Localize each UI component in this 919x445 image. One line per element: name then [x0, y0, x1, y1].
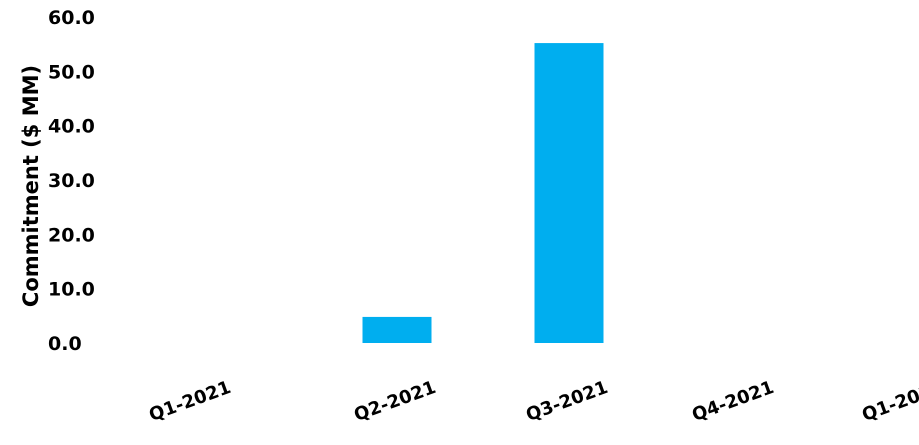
y-tick-label: 10.0: [48, 279, 95, 301]
x-axis-ticks: Q1-2021 Q2-2021 Q3-2021 Q4-2021 Q1-2022: [146, 377, 919, 426]
x-tick-label: Q1-2022: [859, 377, 919, 426]
y-tick-label: 50.0: [48, 61, 95, 83]
x-tick-label: Q3-2021: [523, 377, 610, 426]
x-tick-label: Q4-2021: [689, 377, 776, 426]
y-tick-label: 40.0: [48, 116, 95, 138]
bar-q2-2021: [362, 316, 432, 343]
bars: [362, 43, 604, 344]
y-tick-label: 60.0: [48, 7, 95, 29]
x-tick-label: Q1-2021: [146, 377, 233, 426]
y-axis-label: Commitment ($ MM): [19, 65, 43, 307]
y-tick-label: 0.0: [48, 333, 82, 355]
y-axis-ticks: 0.0 10.0 20.0 30.0 40.0 50.0 60.0: [48, 7, 95, 355]
x-tick-label: Q2-2021: [351, 377, 438, 426]
y-tick-label: 20.0: [48, 224, 95, 246]
y-tick-label: 30.0: [48, 170, 95, 192]
bar-q3-2021: [534, 43, 604, 344]
